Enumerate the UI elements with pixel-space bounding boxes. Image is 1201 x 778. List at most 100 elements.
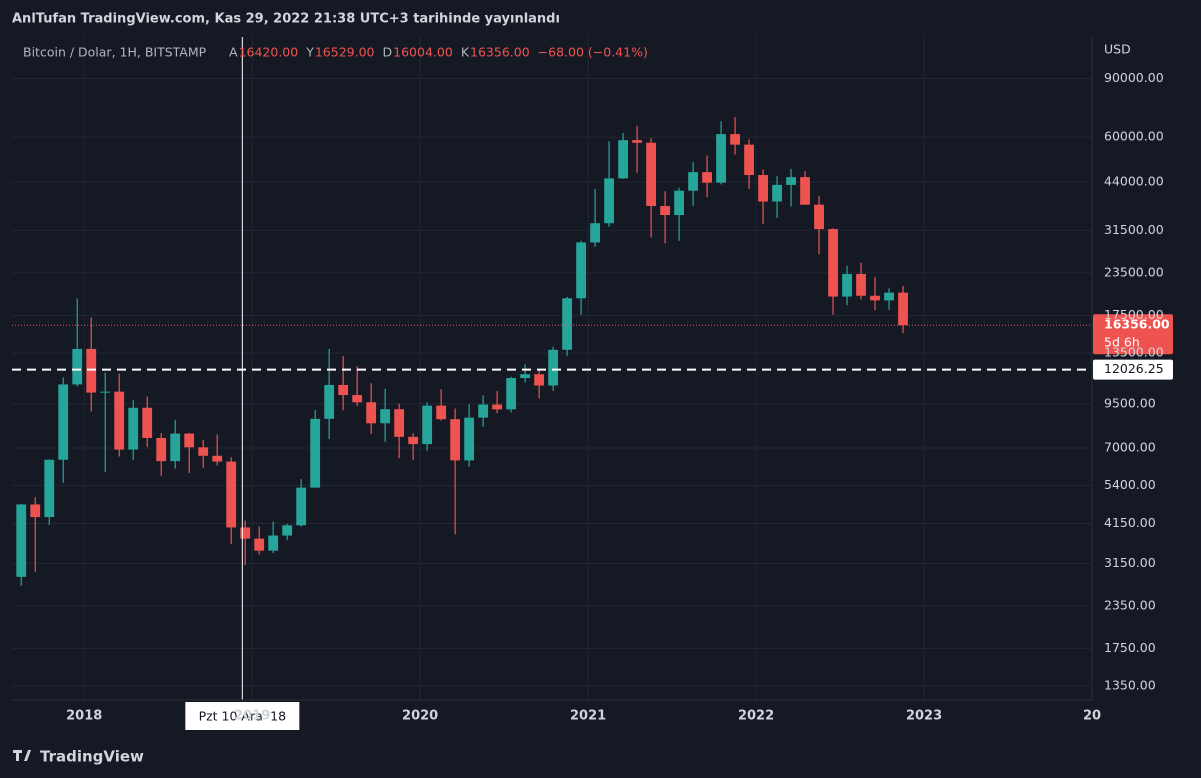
candle-body	[310, 418, 321, 488]
candle-body	[506, 378, 517, 410]
candle-body	[590, 223, 601, 243]
x-tick-label: 2021	[570, 709, 606, 724]
candle-body	[352, 395, 363, 403]
candle-body	[688, 172, 698, 191]
candle-body	[884, 292, 894, 301]
x-tick-label: 20	[1083, 709, 1101, 724]
legend-value: 16420.00	[239, 45, 299, 60]
y-tick-label: 5400.00	[1104, 477, 1156, 492]
horizontal-line-label: 12026.25	[1104, 361, 1164, 376]
candle-body	[268, 535, 279, 551]
candle-body	[576, 242, 587, 299]
candle-body	[30, 504, 41, 518]
candle-body	[212, 455, 223, 462]
candle-body	[198, 447, 209, 456]
legend-key: K	[461, 45, 470, 60]
candle-body	[548, 349, 559, 386]
y-tick-label: 3150.00	[1104, 555, 1156, 570]
candle-body	[730, 134, 740, 145]
legend-value: 16529.00	[315, 45, 375, 60]
candle-body	[184, 433, 195, 448]
x-tick-label: 2018	[66, 709, 102, 724]
candle-body	[254, 538, 265, 551]
candle-body	[604, 178, 615, 224]
y-tick-label: 2350.00	[1104, 597, 1156, 612]
candle-body	[86, 348, 97, 393]
y-tick-label: 13500.00	[1104, 344, 1164, 359]
candle-body	[366, 402, 377, 424]
candle-body	[716, 134, 726, 183]
candle-body	[492, 404, 503, 410]
candle-body	[296, 487, 307, 526]
countdown: 5d 6h	[1104, 335, 1140, 350]
y-tick-label: 31500.00	[1104, 222, 1164, 237]
candle-body	[156, 437, 167, 462]
tradingview-logo: TradingView	[13, 748, 144, 766]
candle-body	[660, 205, 670, 216]
candle-body	[674, 190, 684, 216]
x-tick-label: 2023	[906, 709, 942, 724]
candle-body	[870, 295, 880, 301]
candle-body	[814, 204, 824, 230]
candle-body	[520, 374, 531, 379]
x-tick-label: 2019	[234, 709, 270, 724]
candle-body	[478, 404, 489, 418]
publish-header: AnlTufan TradingView.com, Kas 29, 2022 2…	[12, 12, 560, 27]
candle-body	[646, 142, 656, 206]
candle-body	[142, 407, 153, 438]
candle-body	[828, 229, 838, 297]
candle-body	[128, 407, 139, 450]
y-tick-label: 7000.00	[1104, 439, 1156, 454]
candle-body	[450, 419, 461, 461]
candle-body	[632, 140, 642, 143]
x-tick-label: 2020	[402, 709, 438, 724]
candle-body	[72, 348, 83, 385]
y-tick-label: 44000.00	[1104, 174, 1164, 189]
overlays: 16356.00 5d 6h 12026.25 Pzt 10 Ara '18	[12, 37, 1173, 730]
legend-change: −68.00 (−0.41%)	[538, 45, 648, 60]
candle-body	[436, 405, 447, 420]
symbol-label: Bitcoin / Dolar, 1H, BITSTAMP	[23, 45, 207, 60]
candle-body	[702, 172, 712, 183]
candle-body	[758, 175, 768, 202]
candle-body	[394, 409, 405, 437]
y-tick-label: 90000.00	[1104, 70, 1164, 85]
candle-body	[324, 384, 335, 419]
horizontal-line-label-box	[1093, 359, 1173, 380]
candle-body	[772, 184, 782, 202]
candle-body	[800, 177, 810, 205]
candle-body	[534, 374, 545, 386]
legend-value: 16004.00	[393, 45, 453, 60]
candle-body	[618, 140, 629, 179]
legend-key: D	[383, 45, 393, 60]
price-label: 16356.00	[1104, 317, 1170, 332]
candle-body	[170, 433, 181, 462]
y-tick-label: 1350.00	[1104, 677, 1156, 692]
y-tick-label: 17500.00	[1104, 307, 1164, 322]
candle-body	[744, 144, 754, 176]
legend-value: 16356.00	[470, 45, 530, 60]
y-tick-label: 1750.00	[1104, 640, 1156, 655]
y-tick-label: 60000.00	[1104, 129, 1164, 144]
candle-body	[380, 409, 391, 424]
crosshair-label: Pzt 10 Ara '18	[199, 709, 287, 724]
candle-body	[422, 405, 433, 445]
candle-body	[898, 292, 908, 326]
candle-body	[100, 391, 111, 393]
candle-body	[44, 459, 55, 518]
candle-body	[226, 461, 237, 528]
logo-icon	[13, 750, 31, 761]
candle-body	[562, 298, 573, 350]
candle-body	[16, 504, 27, 577]
y-tick-label: 4150.00	[1104, 515, 1156, 530]
axis-labels: 90000.00 60000.00 44000.00 31500.00 23500.00…	[66, 70, 1164, 723]
candle-body	[282, 525, 293, 536]
candle-body	[856, 274, 866, 296]
candle-body	[338, 384, 349, 396]
candle-body	[114, 391, 125, 450]
candle-body	[842, 274, 852, 297]
currency: USD	[1104, 42, 1131, 57]
candle-body	[464, 417, 475, 461]
